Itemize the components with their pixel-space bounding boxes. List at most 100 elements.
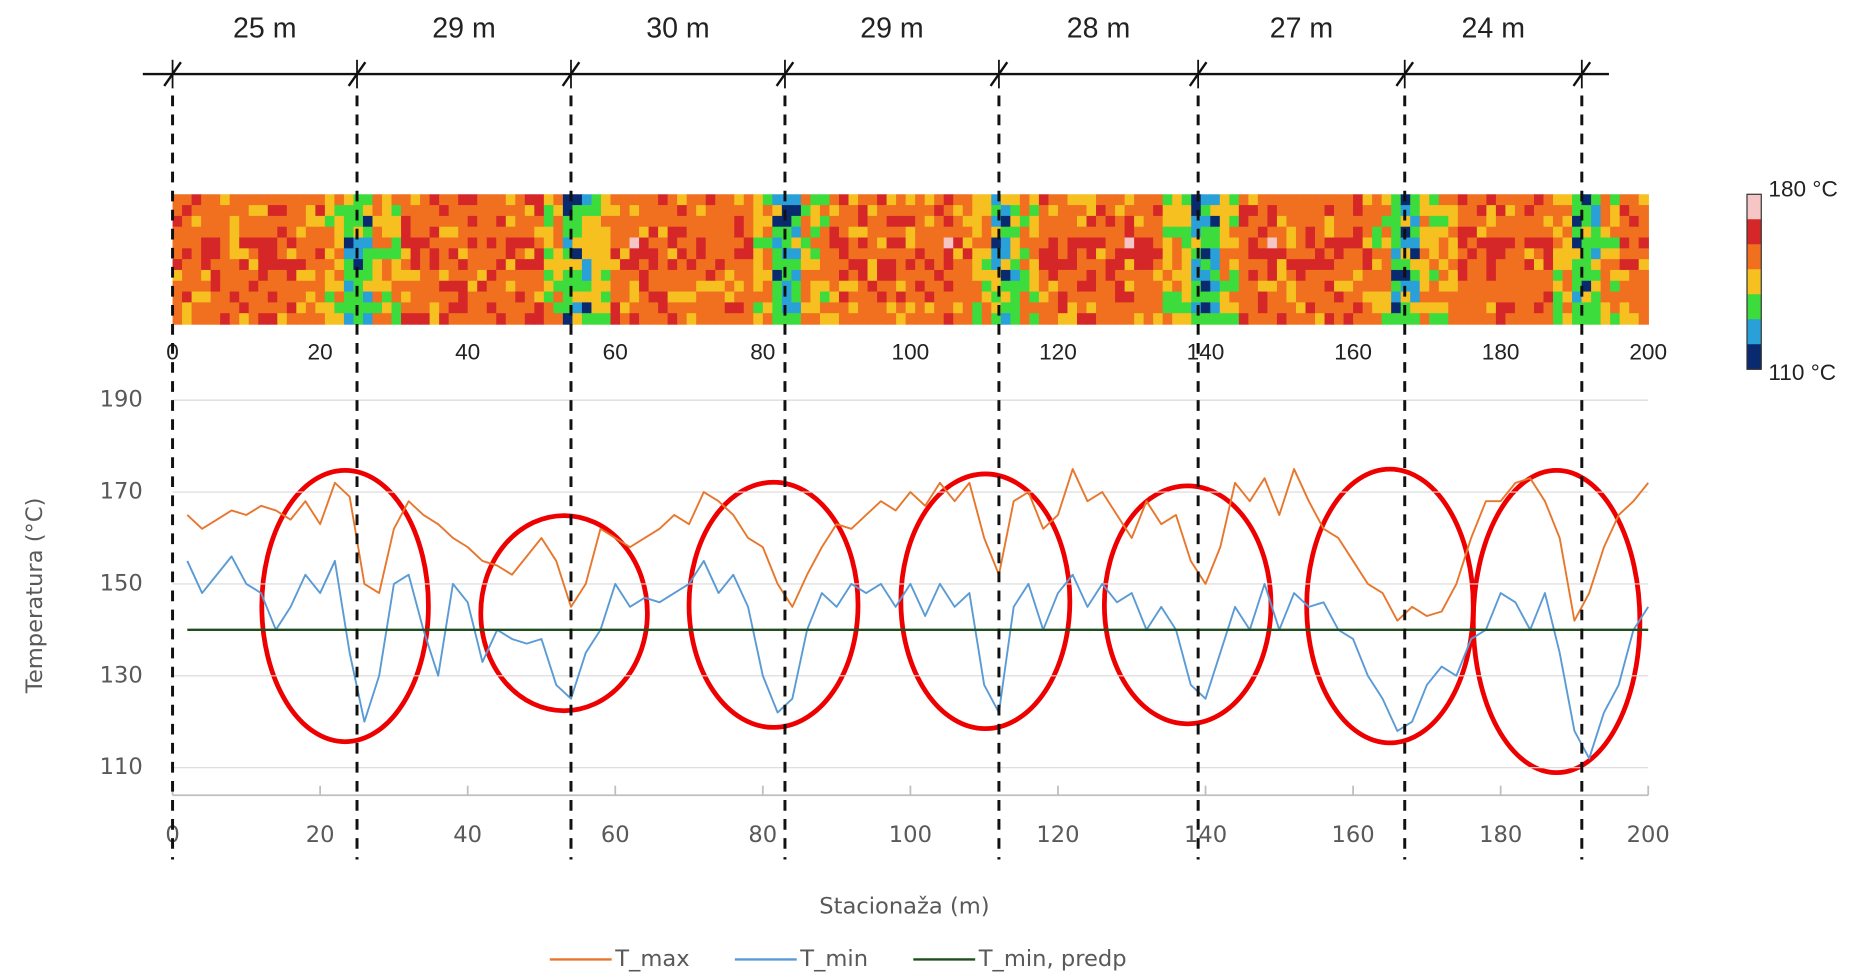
thermal-cell bbox=[1001, 270, 1011, 282]
thermal-cell bbox=[972, 248, 982, 260]
thermal-cell bbox=[1629, 292, 1639, 304]
thermal-cell bbox=[1305, 205, 1315, 217]
thermal-cell bbox=[1067, 194, 1077, 206]
thermal-cell bbox=[725, 216, 735, 228]
thermal-cell bbox=[734, 281, 744, 293]
thermal-cell bbox=[858, 216, 868, 228]
thermal-cell bbox=[801, 270, 811, 282]
thermal-cell bbox=[430, 216, 440, 228]
thermal-cell bbox=[763, 205, 773, 217]
thermal-cell bbox=[706, 302, 716, 314]
thermal-cell bbox=[325, 238, 335, 250]
thermal-cell bbox=[630, 259, 640, 271]
thermal-cell bbox=[782, 259, 792, 271]
thermal-cell bbox=[1277, 248, 1287, 260]
thermal-cell bbox=[1106, 302, 1116, 314]
thermal-cell bbox=[296, 248, 306, 260]
thermal-cell bbox=[963, 270, 973, 282]
thermal-cell bbox=[591, 313, 601, 325]
thermal-cell bbox=[1639, 259, 1649, 271]
thermal-cell bbox=[1601, 313, 1611, 325]
thermal-cell bbox=[1420, 281, 1430, 293]
thermal-cell bbox=[553, 302, 563, 314]
thermal-cell bbox=[610, 216, 620, 228]
thermal-cell bbox=[1258, 302, 1268, 314]
thermal-cell bbox=[1334, 248, 1344, 260]
thermal-cell bbox=[649, 302, 659, 314]
thermal-cell bbox=[1563, 216, 1573, 228]
thermal-cell bbox=[1363, 259, 1373, 271]
thermal-cell bbox=[1058, 238, 1068, 250]
thermal-cell bbox=[877, 281, 887, 293]
thermal-cell bbox=[1534, 248, 1544, 260]
thermal-cell bbox=[1486, 281, 1496, 293]
x-tick-label: 60 bbox=[601, 822, 630, 848]
thermal-cell bbox=[353, 248, 363, 260]
thermal-cell bbox=[696, 302, 706, 314]
thermal-cell bbox=[506, 248, 516, 260]
thermal-cell bbox=[849, 238, 859, 250]
thermal-cell bbox=[1534, 270, 1544, 282]
thermal-cell bbox=[591, 227, 601, 239]
thermal-cell bbox=[439, 216, 449, 228]
thermal-cell bbox=[591, 270, 601, 282]
thermal-cell bbox=[211, 194, 221, 206]
thermal-cell bbox=[849, 302, 859, 314]
thermal-cell bbox=[1372, 292, 1382, 304]
thermal-cell bbox=[1344, 270, 1354, 282]
legend-label: T_max bbox=[614, 946, 689, 972]
thermal-cell bbox=[1524, 238, 1534, 250]
thermal-cell bbox=[1220, 205, 1230, 217]
thermal-cell bbox=[753, 238, 763, 250]
thermal-cell bbox=[1210, 281, 1220, 293]
thermal-cell bbox=[1106, 292, 1116, 304]
thermal-cell bbox=[287, 281, 297, 293]
thermal-cell bbox=[211, 205, 221, 217]
thermal-cell bbox=[572, 259, 582, 271]
thermal-cell bbox=[1420, 205, 1430, 217]
thermal-cell bbox=[392, 270, 402, 282]
thermal-cell bbox=[582, 248, 592, 260]
thermal-cell bbox=[515, 281, 525, 293]
thermal-cell bbox=[1201, 270, 1211, 282]
thermal-cell bbox=[1248, 313, 1258, 325]
thermal-cell bbox=[1534, 281, 1544, 293]
thermal-cell bbox=[1115, 194, 1125, 206]
thermal-cell bbox=[1477, 270, 1487, 282]
thermal-cell bbox=[344, 216, 354, 228]
thermal-cell bbox=[1039, 248, 1049, 260]
thermal-cell bbox=[258, 313, 268, 325]
thermal-cell bbox=[1048, 248, 1058, 260]
thermal-cell bbox=[1410, 259, 1420, 271]
thermal-cell bbox=[1210, 302, 1220, 314]
thermal-cell bbox=[344, 194, 354, 206]
thermal-cell bbox=[1248, 194, 1258, 206]
thermal-cell bbox=[1172, 248, 1182, 260]
thermal-cell bbox=[1048, 205, 1058, 217]
thermal-cell bbox=[1553, 216, 1563, 228]
thermal-cell bbox=[906, 216, 916, 228]
thermal-cell bbox=[1039, 270, 1049, 282]
thermal-cell bbox=[1477, 248, 1487, 260]
thermal-cell bbox=[1391, 216, 1401, 228]
thermal-cell bbox=[953, 259, 963, 271]
thermal-cell bbox=[487, 216, 497, 228]
thermal-cell bbox=[1163, 194, 1173, 206]
thermal-cell bbox=[1620, 248, 1630, 260]
thermal-cell bbox=[1610, 194, 1620, 206]
thermal-cell bbox=[753, 205, 763, 217]
thermal-cell bbox=[287, 292, 297, 304]
thermal-cell bbox=[1087, 205, 1097, 217]
thermal-cell bbox=[211, 259, 221, 271]
thermal-cell bbox=[315, 216, 325, 228]
thermal-cell bbox=[477, 216, 487, 228]
thermal-cell bbox=[1458, 205, 1468, 217]
thermal-cell bbox=[325, 302, 335, 314]
thermal-cell bbox=[182, 216, 192, 228]
thermal-cell bbox=[1315, 227, 1325, 239]
thermal-cell bbox=[487, 194, 497, 206]
thermal-cell bbox=[1172, 205, 1182, 217]
thermal-cell bbox=[972, 259, 982, 271]
thermal-cell bbox=[458, 270, 468, 282]
thermal-cell bbox=[982, 302, 992, 314]
